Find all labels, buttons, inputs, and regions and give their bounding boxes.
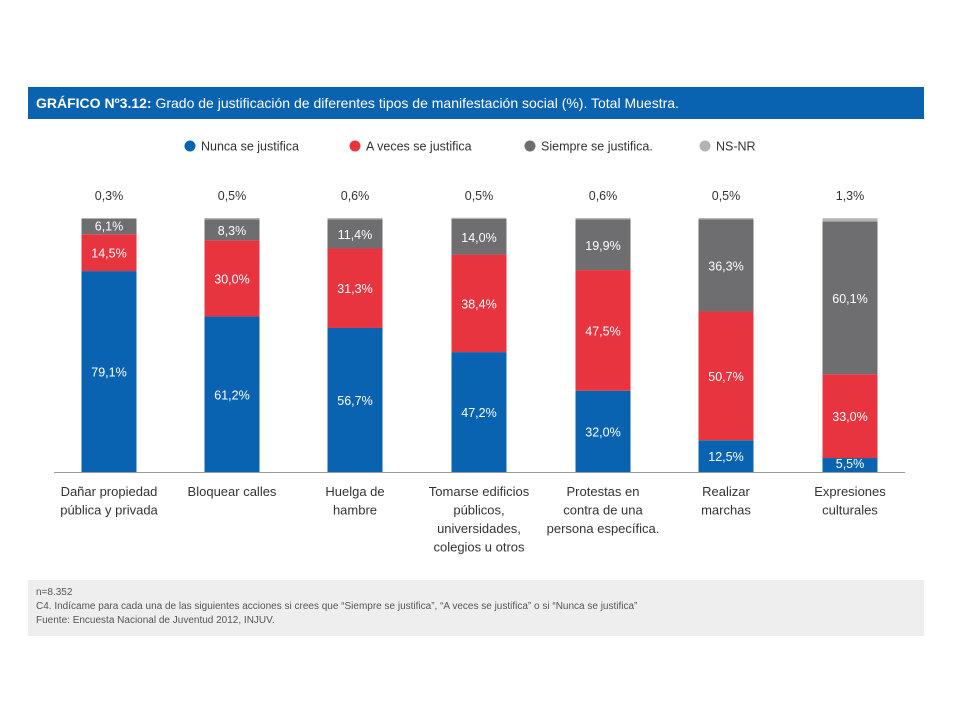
nsnr-label: 0,5% [218,189,247,203]
bar-segment [327,327,383,472]
data-label: 30,0% [214,272,249,286]
bar-segment [204,218,260,220]
chart-title: GRÁFICO Nº3.12: Grado de justificación d… [36,87,679,119]
footer-sample-size: n=8.352 [36,587,73,598]
legend-label: Siempre se justifica. [541,140,653,154]
bar-segment [81,234,137,272]
data-label: 47,5% [585,324,620,338]
legend-label: A veces se justifica [366,140,472,154]
category-label: universidades, [437,521,521,536]
bar-segment [575,270,631,391]
bar-segment [575,219,631,271]
legend-marker [699,140,711,152]
bar-segment [327,248,383,328]
data-label: 50,7% [708,370,743,384]
data-label: 11,4% [338,228,373,242]
footer-source: Fuente: Encuesta Nacional de Juventud 20… [36,615,275,626]
bar-segment [698,311,754,441]
footer-question: C4. Indícame para cada una de las siguie… [36,601,638,612]
legend-marker [184,140,196,152]
category-label: colegios u otros [433,540,525,555]
bar-segment [327,219,383,249]
data-label: 56,7% [337,394,372,408]
chart-footer: n=8.352 C4. Indícame para cada una de la… [28,580,924,636]
data-label: 60,1% [832,292,867,306]
category-label: pública y privada [60,503,158,518]
bar-segment [822,374,878,459]
bar-segment [822,221,878,375]
bar-segment [451,352,507,472]
bar-segment [698,440,754,472]
category-label: culturales [822,503,878,518]
data-label: 79,1% [91,366,126,380]
nsnr-label: 0,5% [712,189,741,203]
data-label: 14,5% [91,247,126,261]
category-label: Tomarse edificios [429,484,530,499]
category-label: persona específica. [547,521,660,536]
data-label: 61,2% [214,388,249,402]
bar-segment [698,219,754,312]
bar-segment [204,316,260,472]
bar-segment [81,271,137,472]
data-label: 36,3% [708,259,743,273]
category-label: Protestas en [567,484,640,499]
bar-segment [327,218,383,220]
bar-segment [822,458,878,472]
data-label: 33,0% [832,410,867,424]
bar-segment [451,254,507,353]
bar-segment [575,218,631,220]
category-label: hambre [333,503,377,518]
legend-label: NS-NR [716,140,756,154]
bar-segment [451,217,507,220]
data-label: 19,9% [585,239,620,253]
nsnr-label: 1,3% [836,189,865,203]
legend-marker [524,140,536,152]
data-label: 8,3% [218,224,247,238]
data-label: 12,5% [708,450,743,464]
data-label: 31,3% [337,282,372,296]
data-label: 47,2% [461,406,496,420]
data-label: 32,0% [585,425,620,439]
bar-segment [575,390,631,472]
category-label: Dañar propiedad [61,484,158,499]
nsnr-label: 0,5% [465,189,494,203]
chart-title-text: Grado de justificación de diferentes tip… [151,95,679,111]
nsnr-label: 0,6% [589,189,618,203]
category-label: Huelga de [325,484,384,499]
category-label: Bloquear calles [188,484,277,499]
bar-segment [81,218,137,235]
category-label: Expresiones [814,484,886,499]
bar-segment [451,219,507,255]
bar-segment [204,219,260,241]
legend-label: Nunca se justifica [201,140,299,154]
bar-segment [698,218,754,220]
bar-segment [204,240,260,317]
legend-marker [349,140,361,152]
category-label: contra de una [563,503,643,518]
category-label: marchas [701,503,751,518]
chart-title-bar: GRÁFICO Nº3.12: Grado de justificación d… [28,87,924,119]
category-label: públicos, [453,503,504,518]
data-label: 5,5% [836,457,865,471]
nsnr-label: 0,3% [95,189,124,203]
data-label: 6,1% [95,219,124,233]
chart-title-prefix: GRÁFICO Nº3.12: [36,95,152,111]
bar-segment [822,218,878,222]
data-label: 14,0% [461,231,496,245]
nsnr-label: 0,6% [341,189,370,203]
data-label: 38,4% [461,297,496,311]
bar-segment [81,218,137,219]
category-label: Realizar [702,484,750,499]
